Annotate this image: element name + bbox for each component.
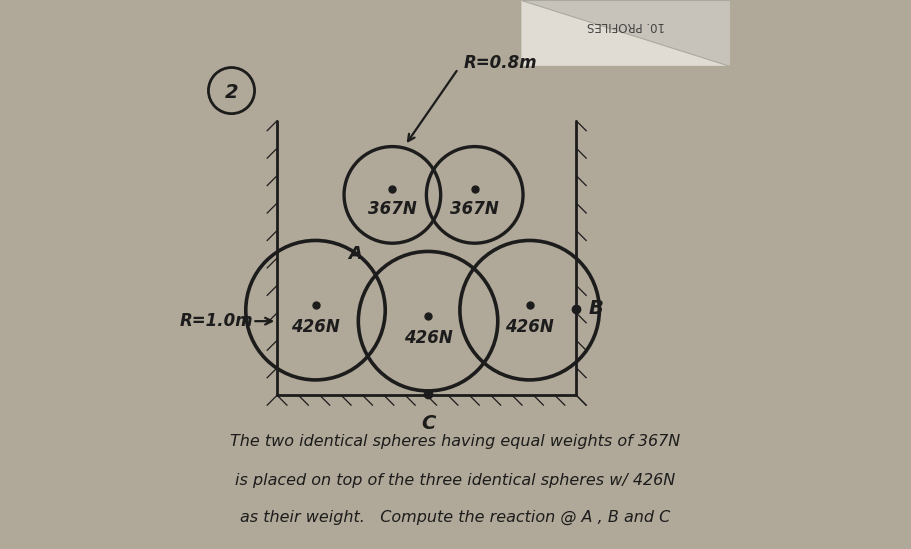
Text: 367N: 367N xyxy=(368,200,416,217)
Text: 426N: 426N xyxy=(506,318,554,335)
Text: 426N: 426N xyxy=(292,318,340,335)
Text: The two identical spheres having equal weights of 367N: The two identical spheres having equal w… xyxy=(230,434,681,450)
Text: 10. PROFILES: 10. PROFILES xyxy=(587,19,665,32)
Text: 367N: 367N xyxy=(450,200,499,217)
Text: as their weight.   Compute the reaction @ A , B and C: as their weight. Compute the reaction @ … xyxy=(241,509,670,525)
Text: R=1.0m: R=1.0m xyxy=(179,312,253,330)
Text: is placed on top of the three identical spheres w/ 426N: is placed on top of the three identical … xyxy=(235,473,676,488)
Text: R=0.8m: R=0.8m xyxy=(464,54,537,72)
Text: C: C xyxy=(421,414,435,434)
Text: 2: 2 xyxy=(225,83,239,102)
Text: 426N: 426N xyxy=(404,329,453,346)
Polygon shape xyxy=(521,0,730,66)
Text: A: A xyxy=(349,245,363,262)
Polygon shape xyxy=(521,0,730,66)
Text: B: B xyxy=(589,299,603,318)
